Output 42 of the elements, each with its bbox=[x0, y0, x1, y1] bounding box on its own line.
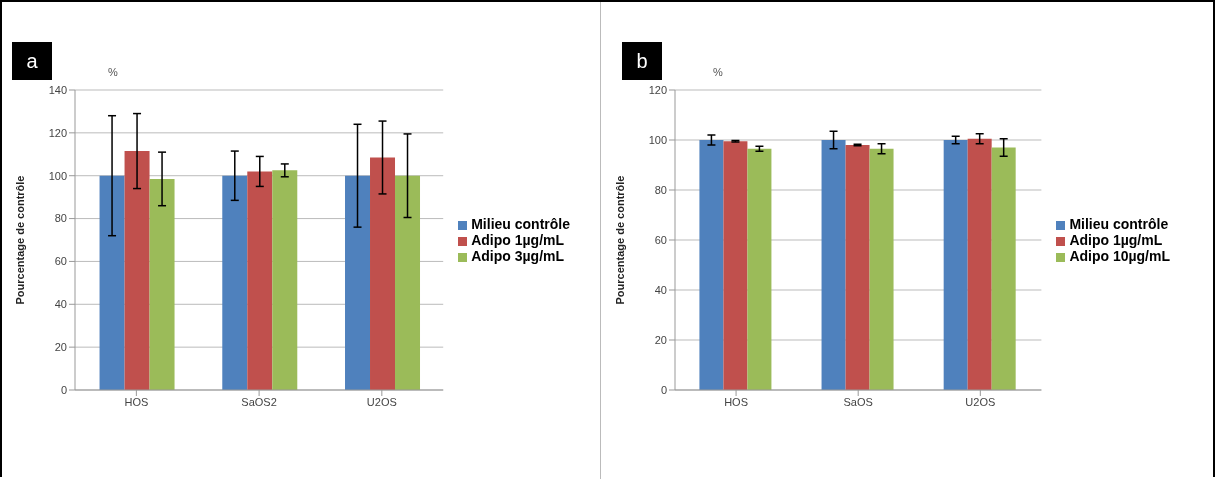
text: % bbox=[108, 66, 118, 78]
bar bbox=[272, 170, 298, 390]
chart-title: a bbox=[12, 42, 52, 80]
legend-label: Adipo 3µg/mL bbox=[471, 248, 565, 264]
y-tick-label: 80 bbox=[54, 212, 67, 225]
bar bbox=[222, 175, 248, 390]
y-tick-label: 120 bbox=[48, 126, 67, 139]
y-tick-label: 80 bbox=[654, 183, 667, 196]
legend-label: Adipo 1µg/mL bbox=[471, 232, 565, 248]
y-axis-title: Pourcentage de contrôle bbox=[613, 175, 626, 305]
x-tick-label: SaOS2 bbox=[241, 395, 277, 408]
bar bbox=[370, 157, 396, 390]
legend-label: Adipo 10µg/mL bbox=[1069, 248, 1170, 264]
text: % bbox=[713, 66, 723, 78]
y-tick-label: 60 bbox=[54, 255, 67, 268]
y-tick-label: 100 bbox=[48, 169, 67, 182]
x-tick-label: U2OS bbox=[366, 395, 397, 408]
bar bbox=[247, 171, 273, 390]
legend-label: Adipo 1µg/mL bbox=[1069, 232, 1163, 248]
y-tick-label: 60 bbox=[654, 233, 667, 246]
y-tick-label: 100 bbox=[648, 133, 667, 146]
x-tick-label: HOS bbox=[724, 395, 748, 408]
y-tick-label: 40 bbox=[654, 283, 667, 296]
y-tick-label: 140 bbox=[48, 83, 67, 96]
chart-title: b bbox=[622, 42, 662, 80]
bar bbox=[99, 175, 125, 390]
y-tick-label: 40 bbox=[54, 298, 67, 311]
bar bbox=[149, 178, 175, 390]
x-tick-label: U2OS bbox=[965, 395, 996, 408]
y-tick-label: 0 bbox=[60, 383, 67, 396]
y-tick-label: 120 bbox=[648, 83, 667, 96]
x-tick-label: SaOS bbox=[843, 395, 873, 408]
y-axis-title: Pourcentage de contrôle bbox=[13, 175, 26, 305]
y-tick-label: 20 bbox=[654, 333, 667, 346]
bar bbox=[345, 175, 371, 390]
bar bbox=[124, 151, 150, 390]
legend-label: Milieu contrôle bbox=[471, 216, 570, 232]
legend-label: Milieu contrôle bbox=[1069, 216, 1169, 232]
x-tick-label: HOS bbox=[124, 395, 149, 408]
y-tick-label: 0 bbox=[660, 383, 667, 396]
bar bbox=[395, 175, 421, 390]
y-tick-label: 20 bbox=[54, 341, 67, 354]
